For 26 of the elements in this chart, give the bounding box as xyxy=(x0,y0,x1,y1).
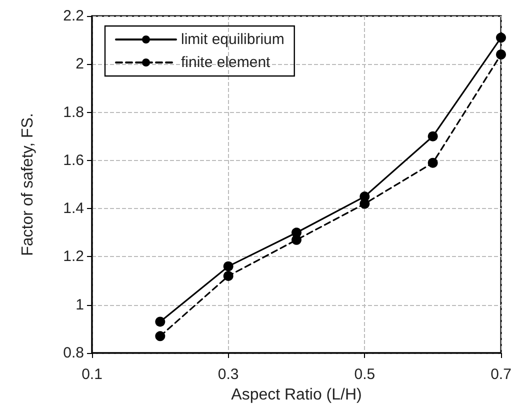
point xyxy=(292,234,302,245)
point xyxy=(155,331,166,342)
point xyxy=(428,131,438,142)
legend-label: finite element xyxy=(181,54,272,71)
x-tick-label: 0.3 xyxy=(218,366,239,383)
y-tick-label: 1 xyxy=(76,296,84,314)
x-axis-title: Aspect Ratio (L/H) xyxy=(231,386,362,404)
y-tick-label: 0.8 xyxy=(63,344,84,362)
x-tick-label: 0.5 xyxy=(354,366,376,383)
point xyxy=(223,261,234,272)
y-tick-label: 2 xyxy=(76,56,84,73)
point xyxy=(155,316,166,327)
point xyxy=(496,32,506,43)
point xyxy=(428,158,438,168)
point xyxy=(360,198,370,209)
y-tick-label: 2.2 xyxy=(63,8,84,24)
point xyxy=(223,270,234,281)
y-tick-label: 1.2 xyxy=(63,248,84,266)
y-tick-label: 1.8 xyxy=(63,104,84,121)
legend-label: limit equilibrium xyxy=(181,31,284,48)
y-tick-label: 1.4 xyxy=(63,200,84,218)
x-tick-label: 0.7 xyxy=(490,366,512,383)
y-axis-title: Factor of safety, FS. xyxy=(20,113,36,256)
point xyxy=(496,50,506,60)
x-tick-label: 0.1 xyxy=(82,366,102,383)
y-tick-label: 1.6 xyxy=(63,152,84,169)
